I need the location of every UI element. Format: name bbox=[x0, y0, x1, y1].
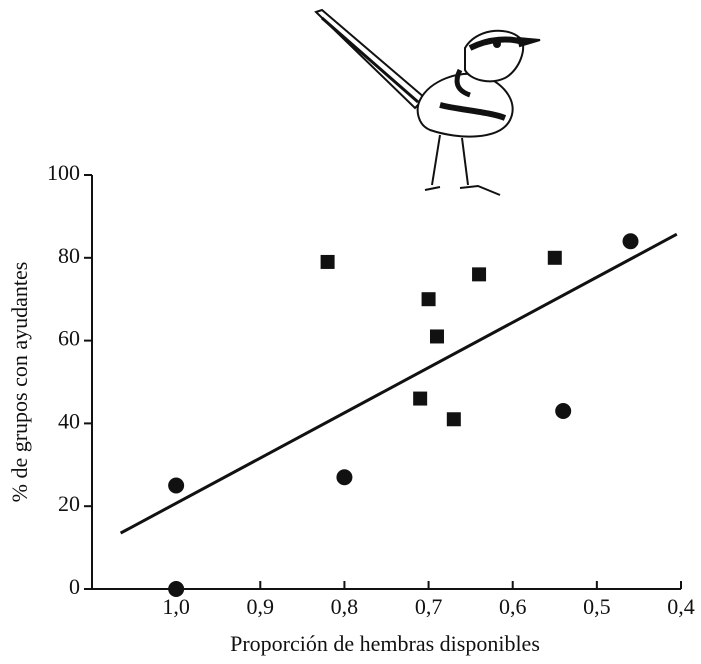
y-tick-label: 80 bbox=[58, 243, 80, 268]
square-point bbox=[429, 329, 444, 344]
y-tick-label: 20 bbox=[58, 491, 80, 516]
square-point bbox=[446, 412, 461, 427]
trend-line bbox=[119, 232, 678, 535]
x-tick-label: 0,7 bbox=[415, 594, 443, 619]
square-point bbox=[547, 250, 562, 265]
square-point bbox=[320, 254, 335, 269]
x-tick-label: 0,5 bbox=[583, 594, 611, 619]
circle-point bbox=[168, 581, 185, 597]
x-tick-label: 0,4 bbox=[667, 594, 695, 619]
y-tick-label: 60 bbox=[58, 326, 80, 351]
x-axis-title: Proporción de hembras disponibles bbox=[230, 631, 540, 656]
circle-point bbox=[622, 233, 639, 250]
square-point bbox=[472, 267, 487, 282]
x-tick-label: 0,6 bbox=[499, 594, 527, 619]
square-point bbox=[421, 292, 436, 307]
x-tick-label: 1,0 bbox=[162, 594, 190, 619]
y-tick-label: 40 bbox=[58, 408, 80, 433]
y-tick-label: 100 bbox=[47, 160, 80, 185]
square-point bbox=[413, 391, 428, 406]
bird-illustration bbox=[314, 8, 541, 196]
x-tick-label: 0,8 bbox=[331, 594, 359, 619]
circle-point bbox=[555, 402, 572, 419]
y-tick-label: 0 bbox=[69, 574, 80, 599]
y-axis-title: % de grupos con ayudantes bbox=[7, 262, 32, 503]
x-tick-label: 0,9 bbox=[247, 594, 275, 619]
circle-point bbox=[336, 469, 353, 486]
circle-point bbox=[168, 477, 185, 494]
